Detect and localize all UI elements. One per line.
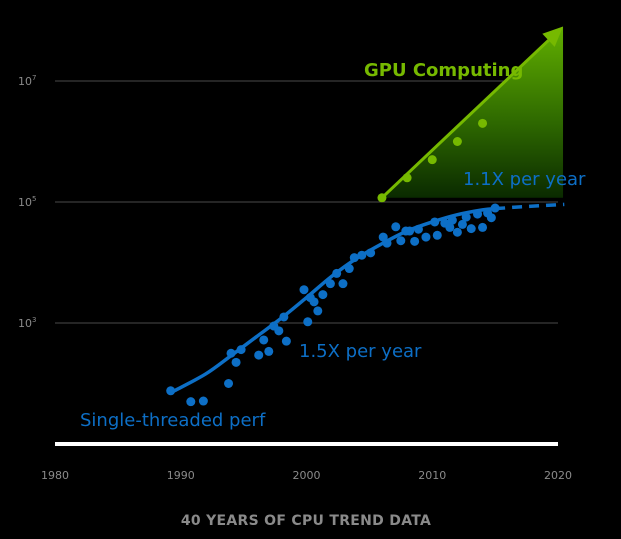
cpu-point-2 bbox=[198, 396, 208, 406]
cpu-point-22 bbox=[338, 279, 348, 289]
y-axis-tick-labels: 103 105 107 bbox=[18, 74, 36, 330]
cpu-point-35 bbox=[421, 232, 431, 242]
cpu-point-46 bbox=[478, 222, 488, 232]
gpu-point-0 bbox=[377, 193, 387, 203]
cpu-point-41 bbox=[452, 227, 462, 237]
y-tick-label-1: 105 bbox=[18, 195, 36, 209]
y-tick-label-0: 103 bbox=[18, 316, 36, 330]
y-tick-label-2: 107 bbox=[18, 74, 36, 88]
cpu-point-1 bbox=[186, 397, 196, 407]
cpu-data-points bbox=[166, 203, 500, 407]
cpu-point-44 bbox=[466, 224, 476, 234]
cpu-point-42 bbox=[457, 219, 467, 229]
gpu-point-4 bbox=[478, 118, 488, 128]
cpu-point-11 bbox=[274, 326, 284, 336]
gpu-point-2 bbox=[427, 155, 437, 165]
cpu-point-0 bbox=[166, 386, 176, 396]
cpu-point-5 bbox=[231, 357, 241, 367]
cpu-point-29 bbox=[391, 222, 401, 232]
cpu-point-3 bbox=[224, 379, 234, 388]
cpu-point-18 bbox=[313, 306, 323, 316]
x-tick-label-1: 1990 bbox=[167, 469, 195, 482]
cpu-point-48 bbox=[486, 213, 496, 223]
cpu-point-14 bbox=[299, 285, 309, 295]
cpu-point-15 bbox=[303, 317, 313, 327]
x-tick-label-2: 2000 bbox=[293, 469, 321, 482]
cpu-rate-label: 1.5X per year bbox=[299, 341, 422, 362]
cpu-point-7 bbox=[254, 350, 264, 360]
x-tick-label-3: 2010 bbox=[418, 469, 446, 482]
gpu-data-points bbox=[377, 118, 488, 203]
cpu-perf-label: Single-threaded perf bbox=[80, 410, 266, 431]
cpu-point-37 bbox=[432, 230, 442, 240]
cpu-point-8 bbox=[259, 335, 269, 345]
cpu-point-9 bbox=[264, 346, 274, 356]
gpu-arrowhead bbox=[542, 26, 564, 47]
gpu-computing-label: GPU Computing bbox=[364, 60, 523, 81]
x-tick-label-4: 2020 bbox=[544, 469, 572, 482]
cpu-point-17 bbox=[309, 297, 319, 307]
cpu-projection-line bbox=[494, 202, 565, 211]
x-tick-label-0: 1980 bbox=[41, 469, 69, 482]
cpu-point-19 bbox=[318, 290, 328, 300]
gpu-point-1 bbox=[402, 173, 412, 183]
cpu-point-33 bbox=[410, 236, 420, 246]
gpu-rate-label: 1.1X per year bbox=[463, 169, 586, 190]
cpu-trend-line bbox=[172, 206, 497, 393]
x-axis-tick-labels: 1980 1990 2000 2010 2020 bbox=[41, 469, 572, 482]
cpu-point-39 bbox=[445, 222, 455, 232]
gpu-point-3 bbox=[452, 137, 462, 146]
cpu-point-30 bbox=[396, 236, 406, 246]
gpu-trend-line bbox=[380, 39, 550, 199]
x-axis-title: 40 YEARS OF CPU TREND DATA bbox=[181, 513, 431, 529]
cpu-point-13 bbox=[281, 336, 291, 346]
